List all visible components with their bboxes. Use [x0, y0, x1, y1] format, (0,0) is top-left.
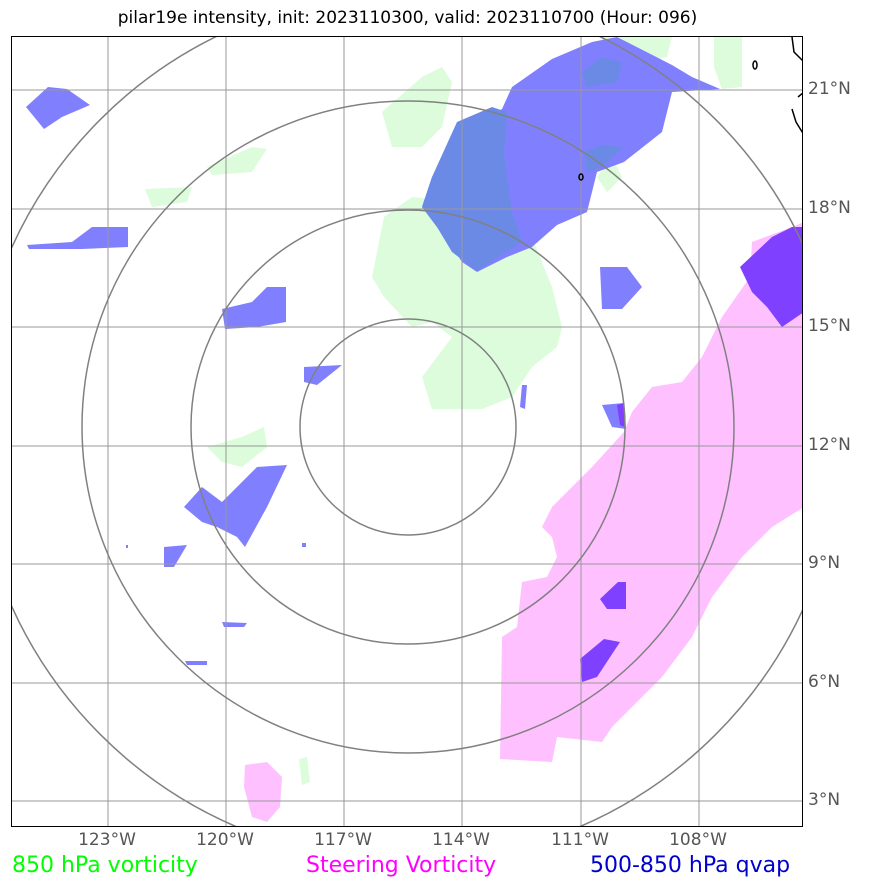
map-gridlines [12, 37, 802, 826]
qvap-overlap-region [582, 57, 622, 87]
qvap-region [27, 227, 128, 249]
lat-label-9n: 9°N [808, 553, 841, 573]
qvap-overlap-region [584, 145, 624, 172]
range-ring [299, 318, 517, 536]
qvap-region [222, 622, 247, 627]
qvap-region [304, 365, 342, 385]
vorticity-850-region [382, 67, 452, 147]
vorticity-850-region [207, 147, 267, 175]
lat-label-6n: 6°N [808, 672, 841, 692]
qvap-region [184, 465, 287, 547]
lat-label-3n: 3°N [808, 790, 841, 810]
lon-label-123w: 123°W [78, 830, 136, 850]
qvap-overlap-region [422, 107, 522, 271]
qvap-region [302, 543, 306, 547]
qvap-steering-region [740, 227, 802, 327]
map-panel[interactable] [11, 36, 803, 827]
coastline-path [797, 92, 802, 98]
island-outline [578, 173, 584, 181]
legend-850-vorticity: 850 hPa vorticity [12, 853, 198, 878]
coastline-path [791, 108, 802, 134]
lat-label-21n: 21°N [808, 79, 851, 99]
qvap-region [164, 545, 187, 567]
lon-label-120w: 120°W [196, 830, 254, 850]
lon-label-114w: 114°W [432, 830, 490, 850]
vorticity-850-region [207, 427, 267, 467]
lon-label-117w: 117°W [314, 830, 372, 850]
coastline [578, 37, 802, 181]
range-ring [190, 209, 626, 645]
legend-qvap: 500-850 hPa qvap [590, 853, 791, 878]
lon-label-108w: 108°W [669, 830, 727, 850]
qvap-steering-region [600, 582, 626, 609]
vorticity-850-region [714, 37, 742, 89]
steering-vorticity-region [244, 762, 282, 822]
qvap-region [185, 661, 207, 665]
map-canvas [12, 37, 802, 826]
range-rings [12, 37, 802, 826]
island-outline [752, 60, 758, 70]
lat-label-18n: 18°N [808, 198, 851, 218]
qvap-region [126, 545, 128, 548]
legend-steering-vorticity: Steering Vorticity [306, 853, 497, 878]
vorticity-850-region [299, 757, 310, 785]
qvap-overlap-layer [422, 57, 624, 271]
qvap-region [520, 385, 527, 409]
qvap-steering-region [580, 639, 620, 682]
qvap-region [222, 287, 286, 329]
lat-label-15n: 15°N [808, 316, 851, 336]
lat-label-12n: 12°N [808, 435, 851, 455]
range-ring [81, 100, 735, 754]
qvap-steering-overlap-layer [580, 227, 802, 682]
map-title: pilar19e intensity, init: 2023110300, va… [117, 8, 698, 28]
qvap-region [26, 87, 90, 129]
qvap-steering-region [617, 403, 625, 427]
qvap-region [600, 267, 642, 309]
coastline-path [791, 37, 802, 62]
vorticity-850-region [597, 157, 622, 192]
vorticity-850-region [145, 187, 192, 207]
lon-label-111w: 111°W [551, 830, 609, 850]
